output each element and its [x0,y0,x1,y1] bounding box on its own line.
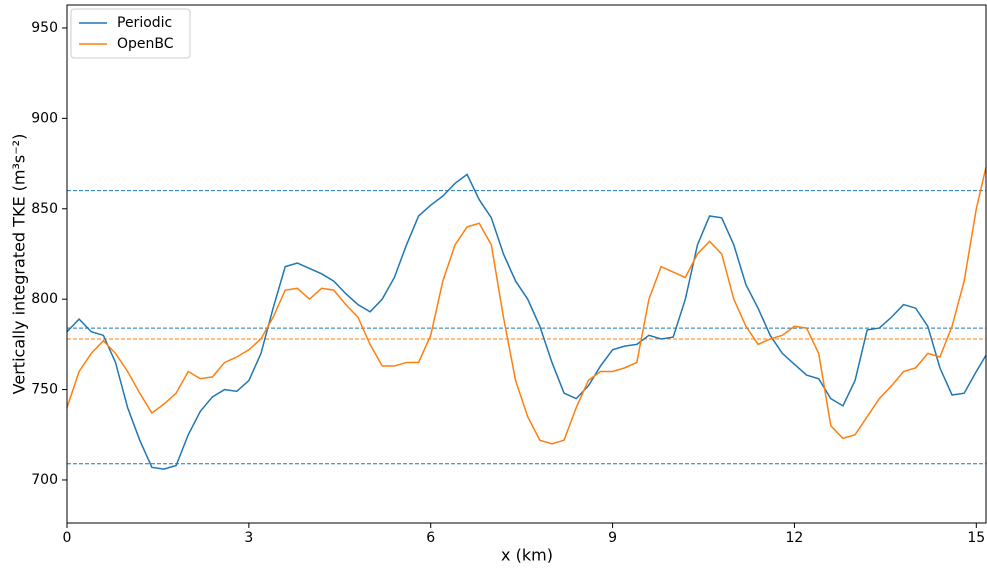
legend-label: OpenBC [117,36,174,52]
x-tick-label: 0 [63,530,72,546]
x-tick-label: 6 [426,530,435,546]
legend-label: Periodic [117,15,172,31]
y-tick-label: 900 [31,110,58,126]
y-tick-label: 800 [31,291,58,307]
y-tick-label: 950 [31,20,58,36]
y-tick-label: 700 [31,472,58,488]
x-tick-label: 9 [608,530,617,546]
y-axis-label: Vertically integrated TKE (m³s⁻²) [10,134,29,395]
y-tick-label: 750 [31,382,58,398]
legend-box [70,8,191,59]
x-axis-label: x (km) [501,546,553,565]
series-line [66,173,987,470]
x-tick-label: 12 [786,530,804,546]
series-line [66,167,987,445]
plot-frame [66,4,987,524]
x-tick-label: 3 [244,530,253,546]
y-tick-label: 850 [31,201,58,217]
x-tick-label: 15 [967,530,985,546]
